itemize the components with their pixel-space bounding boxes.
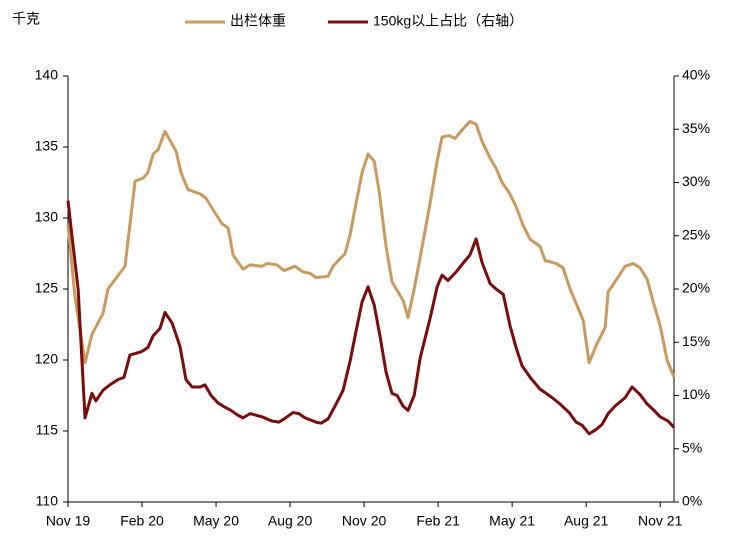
- y2-tick-label: 5%: [682, 439, 702, 455]
- y2-tick-label: 25%: [682, 226, 710, 242]
- y-tick-label: 135: [35, 138, 59, 154]
- y-tick-label: 115: [36, 422, 59, 438]
- y2-tick-label: 40%: [682, 67, 710, 83]
- x-tick-label: Nov 19: [46, 513, 91, 529]
- y2-tick-label: 0%: [682, 493, 702, 509]
- y2-tick-label: 15%: [682, 333, 710, 349]
- y2-tick-label: 30%: [682, 173, 710, 189]
- x-tick-label: May 20: [193, 513, 239, 529]
- y-tick-label: 120: [35, 351, 59, 367]
- y2-tick-label: 35%: [682, 120, 710, 136]
- y-tick-label: 140: [35, 67, 59, 83]
- y-axis-label: 千克: [12, 11, 40, 27]
- y-tick-label: 125: [35, 280, 59, 296]
- y-tick-label: 130: [35, 209, 59, 225]
- x-tick-label: Nov 21: [638, 513, 683, 529]
- x-tick-label: Feb 20: [120, 513, 164, 529]
- x-tick-label: Feb 21: [416, 513, 460, 529]
- y2-tick-label: 10%: [682, 386, 710, 402]
- x-tick-label: May 21: [489, 513, 535, 529]
- x-tick-label: Aug 21: [564, 513, 609, 529]
- series-line: [66, 200, 676, 436]
- legend-label: 150kg以上占比（右轴）: [373, 13, 523, 29]
- y-tick-label: 110: [36, 493, 59, 509]
- x-tick-label: Nov 20: [342, 513, 387, 529]
- x-tick-label: Aug 20: [268, 513, 313, 529]
- series-line: [66, 119, 676, 378]
- y2-tick-label: 20%: [682, 280, 710, 296]
- legend-label: 出栏体重: [230, 13, 286, 29]
